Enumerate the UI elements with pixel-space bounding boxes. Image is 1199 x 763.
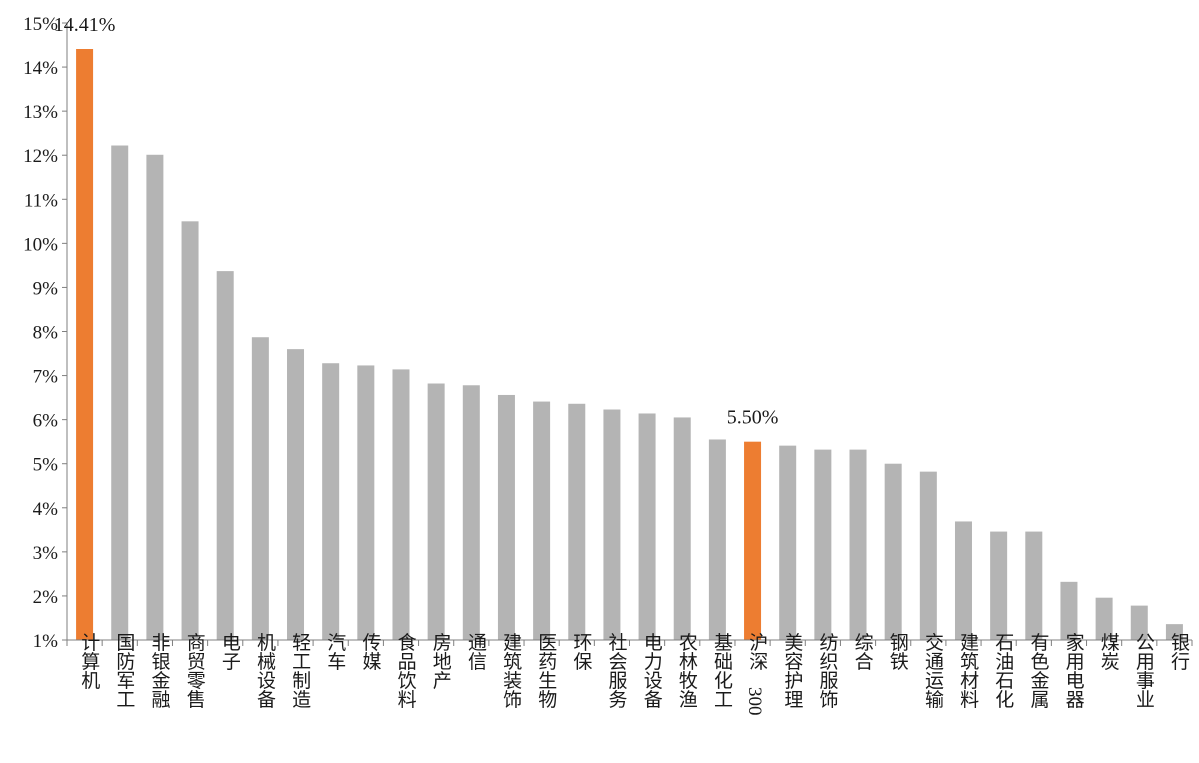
x-tick-label: 交通运输	[925, 632, 944, 711]
bar-27	[1025, 531, 1043, 640]
bar-20	[779, 445, 797, 640]
x-tick-label: 通信	[468, 632, 487, 673]
x-tick-label: 食品饮料	[398, 632, 417, 711]
x-tick-label: 综合	[855, 632, 874, 673]
y-tick-label: 3%	[33, 543, 59, 564]
y-tick-label: 12%	[23, 146, 58, 167]
bar-30	[1130, 605, 1148, 640]
bar-28	[1060, 581, 1078, 640]
bar-24	[919, 471, 937, 640]
y-tick-label: 7%	[33, 367, 59, 388]
bar-29	[1095, 597, 1113, 640]
bar-12	[497, 394, 515, 640]
bar-18	[708, 439, 726, 640]
bar-19	[744, 441, 762, 640]
x-tick-label: 农林牧渔	[679, 632, 698, 711]
x-tick-label: 轻工制造	[292, 632, 311, 711]
data-label: 5.50%	[727, 407, 779, 429]
y-tick-label: 8%	[33, 323, 59, 344]
bar-21	[814, 449, 832, 640]
bar-10	[427, 383, 445, 640]
x-tick-label: 公用事业	[1136, 633, 1155, 711]
x-tick-label: 国防军工	[116, 633, 135, 711]
y-tick-label: 15%	[23, 14, 58, 35]
x-tick-label: 沪深300	[744, 632, 768, 716]
y-tick-label: 9%	[33, 278, 59, 299]
y-tick-label: 4%	[33, 499, 59, 520]
x-tick-label: 纺织服饰	[820, 632, 839, 711]
x-tick-label: 环保	[573, 633, 592, 673]
x-tick-label: 基础化工	[714, 632, 733, 711]
x-tick-label: 房地产	[433, 632, 452, 692]
x-tick-label: 煤炭	[1101, 632, 1120, 673]
y-tick-label: 11%	[24, 190, 58, 211]
x-tick-label: 医药生物	[538, 633, 557, 711]
y-tick-label: 6%	[33, 411, 59, 432]
bar-15	[603, 409, 621, 640]
data-labels: 14.41% 5.50%	[54, 14, 779, 429]
bar-8	[357, 365, 375, 640]
y-tick-label: 5%	[33, 455, 59, 476]
bar-7	[322, 363, 340, 640]
bar-25	[954, 521, 972, 640]
data-label: 14.41%	[54, 14, 116, 36]
y-tick-label: 14%	[23, 58, 58, 79]
y-tick-label: 1%	[33, 631, 59, 652]
y-axis: 1% 2% 3% 4% 5% 6% 7% 8% 9% 10% 11% 12% 13% 14% 15%	[23, 14, 68, 652]
x-tick-label: 社会服务	[609, 632, 628, 711]
x-tick-label: 机械设备	[257, 632, 276, 711]
bar-11	[462, 385, 480, 640]
bar-16	[638, 413, 656, 640]
x-tick-label: 电子	[222, 632, 241, 673]
bar-4	[216, 271, 234, 640]
y-tick-label: 10%	[23, 234, 58, 255]
x-tick-label: 有色金属	[1030, 632, 1049, 711]
x-tick-label: 非银金融	[152, 632, 171, 711]
bar-22	[849, 449, 867, 640]
x-tick-label: 家用电器	[1066, 632, 1085, 711]
bar-2	[146, 154, 164, 640]
bar-31	[1165, 624, 1183, 640]
bar-9	[392, 369, 410, 640]
bar-1	[111, 145, 129, 640]
x-tick-label: 汽车	[327, 632, 346, 673]
x-tick-label: 银行	[1171, 632, 1190, 673]
x-tick-label: 石油石化	[995, 633, 1014, 711]
bar-5	[251, 337, 269, 640]
x-axis: 计算机国防军工非银金融商贸零售电子机械设备轻工制造汽车传媒食品饮料房地产通信建筑…	[66, 632, 1193, 716]
x-tick-label: 美容护理	[784, 632, 803, 711]
x-tick-label: 传媒	[362, 632, 381, 673]
bar-14	[568, 403, 586, 640]
x-tick-label: 钢铁	[890, 632, 909, 673]
bar-6	[287, 349, 305, 640]
x-tick-label: 计算机	[81, 632, 100, 692]
x-tick-label: 商贸零售	[187, 632, 206, 711]
y-tick-label: 2%	[33, 587, 59, 608]
bars	[76, 49, 1183, 640]
x-tick-label: 电力设备	[644, 632, 663, 711]
x-tick-label: 建筑材料	[960, 632, 979, 711]
y-tick-label: 13%	[23, 102, 58, 123]
bar-26	[990, 531, 1008, 640]
bar-3	[181, 221, 199, 640]
bar-23	[884, 463, 902, 640]
bar-13	[533, 401, 551, 640]
bar-0	[76, 49, 94, 640]
bar-17	[673, 417, 691, 640]
x-tick-label: 建筑装饰	[503, 632, 522, 711]
